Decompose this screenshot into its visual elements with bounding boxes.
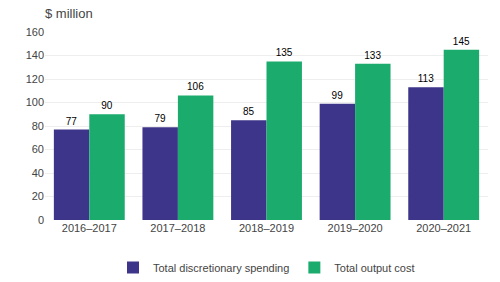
svg-text:2016–2017: 2016–2017 bbox=[62, 222, 117, 234]
svg-text:106: 106 bbox=[187, 81, 204, 92]
svg-text:Total output cost: Total output cost bbox=[334, 262, 414, 274]
svg-text:120: 120 bbox=[26, 73, 44, 85]
svg-text:0: 0 bbox=[38, 214, 44, 226]
svg-text:2020–2021: 2020–2021 bbox=[416, 222, 471, 234]
svg-text:133: 133 bbox=[364, 50, 381, 61]
svg-text:145: 145 bbox=[453, 36, 470, 47]
svg-text:100: 100 bbox=[26, 96, 44, 108]
svg-text:135: 135 bbox=[276, 47, 293, 58]
svg-text:80: 80 bbox=[32, 120, 44, 132]
svg-text:113: 113 bbox=[418, 73, 434, 84]
svg-text:60: 60 bbox=[32, 143, 44, 155]
svg-text:85: 85 bbox=[243, 106, 255, 117]
svg-text:Total discretionary spending: Total discretionary spending bbox=[153, 262, 289, 274]
svg-text:90: 90 bbox=[101, 100, 113, 111]
svg-text:140: 140 bbox=[26, 49, 44, 61]
svg-text:2017–2018: 2017–2018 bbox=[150, 222, 205, 234]
svg-text:2018–2019: 2018–2019 bbox=[239, 222, 294, 234]
svg-text:160: 160 bbox=[26, 26, 44, 38]
svg-text:20: 20 bbox=[32, 190, 44, 202]
svg-text:$ million: $ million bbox=[45, 6, 93, 21]
svg-text:99: 99 bbox=[332, 90, 344, 101]
svg-text:79: 79 bbox=[154, 113, 166, 124]
svg-text:40: 40 bbox=[32, 167, 44, 179]
svg-text:2019–2020: 2019–2020 bbox=[328, 222, 383, 234]
svg-text:77: 77 bbox=[66, 116, 78, 127]
